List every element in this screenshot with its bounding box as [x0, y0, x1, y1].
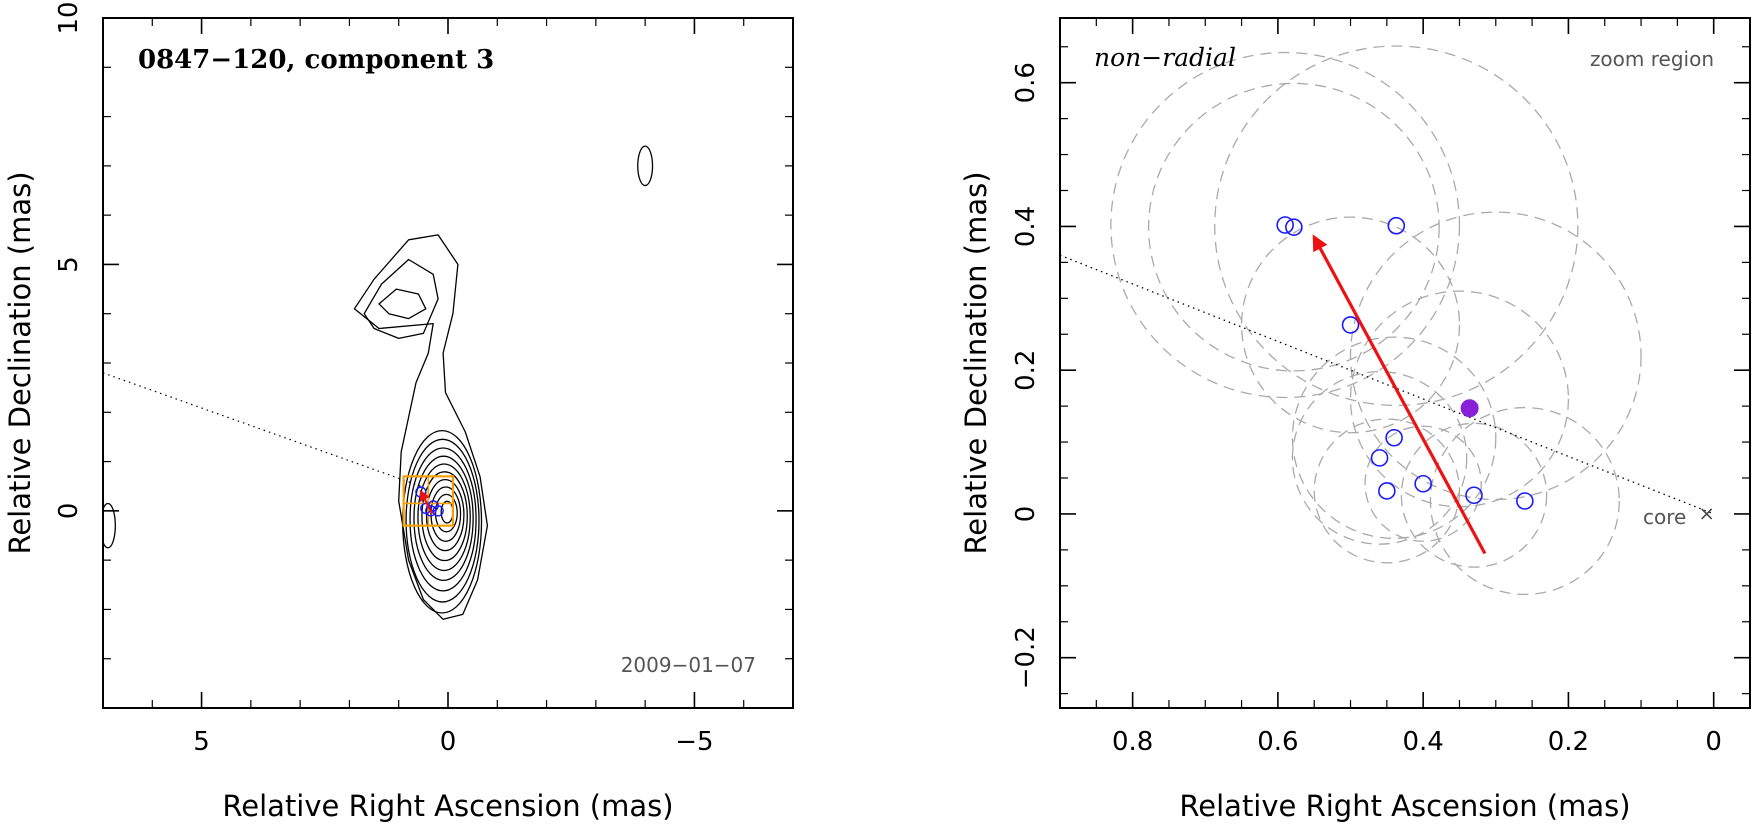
- left-plot-frame: [102, 17, 794, 709]
- contour-core-level: [421, 471, 468, 562]
- x-tick-label: −5: [675, 727, 713, 757]
- position-uncertainty-circle: [1291, 336, 1497, 540]
- component-position-marker: [1516, 492, 1534, 510]
- x-tick-label: 0.6: [1257, 727, 1298, 757]
- component-position-marker: [1341, 316, 1360, 334]
- jet-direction-dotted-line: [103, 372, 422, 487]
- contour-outer-level-1: [353, 234, 489, 620]
- motion-vector-arrow: [1312, 234, 1487, 555]
- right-plot-area: [1060, 45, 1714, 596]
- right-y-axis-title: Relative Declination (mas): [959, 171, 993, 554]
- x-tick-label: 0: [1705, 727, 1722, 757]
- mean-position-marker: [1460, 399, 1479, 418]
- y-tick-label: 10: [54, 1, 84, 34]
- contour-core-level: [430, 486, 462, 542]
- right-x-axis-title: Relative Right Ascension (mas): [1179, 789, 1630, 823]
- contour-core-level: [409, 447, 477, 592]
- x-tick-label: 0.8: [1112, 727, 1153, 757]
- left-panel-contour-map: 5 0 −5 0 5 10 0847−120, component 3 2009−01−0…: [3, 1, 794, 823]
- contour-core-level: [417, 463, 471, 572]
- position-uncertainty-circle: [1349, 211, 1642, 501]
- contour-outer-level-2: [363, 258, 439, 340]
- zoom-region-label: zoom region: [1590, 47, 1714, 71]
- y-tick-label: 0: [1011, 506, 1041, 523]
- component-position-marker: [432, 505, 444, 517]
- position-uncertainty-circle: [1240, 216, 1461, 434]
- right-plot-frame: [1059, 17, 1751, 709]
- position-uncertainty-circle: [1349, 290, 1570, 508]
- right-panel-title: non−radial: [1094, 43, 1236, 72]
- right-axis-ticks: 0.8 0.6 0.4 0.2 0 −0.2 0 0.2 0.4 0.6: [1011, 18, 1750, 757]
- x-tick-label: 5: [193, 727, 210, 757]
- right-panel-zoom-scatter: 0.8 0.6 0.4 0.2 0 −0.2 0 0.2 0.4 0.6 non−radial z…: [959, 17, 1751, 823]
- left-x-axis-title: Relative Right Ascension (mas): [222, 789, 673, 823]
- component-position-marker: [1387, 216, 1406, 235]
- left-axis-ticks: 5 0 −5 0 5 10: [54, 1, 793, 757]
- y-tick-label: 0.2: [1011, 350, 1041, 391]
- contour-isolated-blob: [637, 145, 654, 187]
- y-tick-label: −0.2: [1011, 626, 1041, 689]
- left-plot-area: [103, 145, 654, 620]
- left-y-axis-title: Relative Declination (mas): [3, 171, 37, 554]
- position-uncertainty-circle: [1291, 370, 1468, 545]
- jet-direction-dotted-line: [1060, 254, 1714, 515]
- y-tick-label: 0: [54, 503, 84, 520]
- component-position-marker: [1414, 474, 1432, 493]
- motion-vector-arrow: [419, 489, 434, 515]
- position-uncertainty-circle: [1214, 45, 1579, 407]
- x-tick-label: 0: [440, 727, 457, 757]
- component-position-marker: [1370, 449, 1389, 467]
- core-label: core: [1643, 505, 1686, 529]
- contour-isolated-blob: [103, 502, 116, 549]
- component-position-marker: [1285, 218, 1303, 236]
- left-panel-date-label: 2009−01−07: [621, 653, 756, 677]
- contour-core-level: [413, 455, 474, 582]
- position-uncertainty-circle: [1110, 51, 1461, 399]
- x-tick-label: 0.4: [1402, 727, 1443, 757]
- component-position-marker: [1378, 482, 1396, 500]
- y-tick-label: 0.4: [1011, 206, 1041, 247]
- left-panel-title: 0847−120, component 3: [138, 45, 494, 75]
- position-uncertainty-circle: [1364, 425, 1482, 542]
- component-position-marker: [1385, 428, 1403, 447]
- position-uncertainty-circle: [1147, 82, 1440, 372]
- position-uncertainty-circle: [1313, 418, 1461, 564]
- contour-core-level: [425, 478, 465, 552]
- contour-core-level: [405, 438, 480, 603]
- position-uncertainty-circle: [1400, 422, 1548, 568]
- component-position-marker: [1276, 216, 1294, 234]
- position-uncertainty-circle: [1429, 406, 1620, 596]
- component-position-marker: [1465, 486, 1483, 505]
- contour-hole: [378, 288, 427, 320]
- y-tick-label: 0.6: [1011, 62, 1041, 103]
- x-tick-label: 0.2: [1548, 727, 1589, 757]
- component-position-marker: [425, 505, 437, 517]
- core-marker: [1701, 508, 1713, 520]
- y-tick-label: 5: [54, 256, 84, 273]
